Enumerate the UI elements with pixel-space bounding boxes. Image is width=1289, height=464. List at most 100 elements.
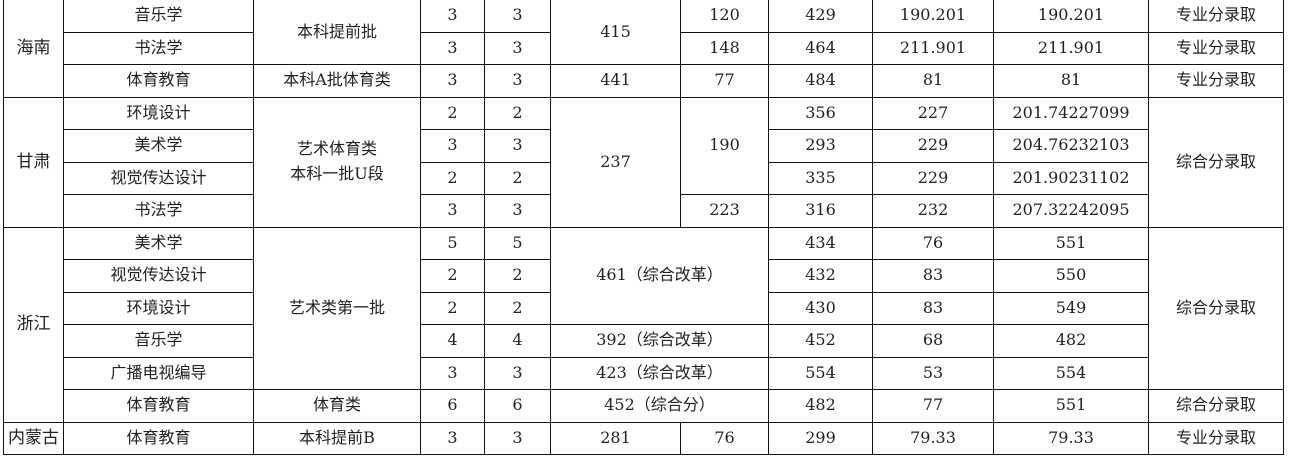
province-cell: 内蒙古	[3, 421, 64, 455]
table-row: 美术学 3 3 293 229 204.76232103	[4, 129, 1284, 163]
table-cell: 68	[872, 324, 994, 358]
table-cell: 体育教育	[63, 389, 254, 423]
table-cell: 5	[420, 226, 485, 260]
table-cell: 211.901	[993, 31, 1149, 65]
table-row: 书法学 3 3 223 316 232 207.32242095	[4, 194, 1284, 228]
table-cell: 281	[550, 421, 681, 455]
table-cell: 190.201	[872, 0, 994, 33]
table-cell: 120	[680, 0, 769, 33]
table-cell: 2	[420, 291, 485, 325]
table-row: 环境设计 2 2 430 83 549	[4, 291, 1284, 325]
table-row: 海南 音乐学 本科提前批 3 3 415 120 429 190.201 190.201 专业分录取	[3, 0, 1284, 98]
table-cell: 432	[768, 259, 873, 293]
table-cell: 554	[768, 356, 873, 390]
table-cell: 83	[872, 291, 994, 325]
table-cell: 3	[484, 194, 551, 228]
table-cell: 音乐学	[63, 324, 254, 358]
table-cell: 体育教育	[63, 64, 254, 98]
table-cell: 429	[768, 0, 873, 33]
table-cell: 4	[420, 324, 485, 358]
table-cell: 551	[993, 389, 1149, 423]
table-cell: 视觉传达设计	[63, 161, 254, 195]
table-cell: 229	[872, 129, 994, 163]
table-cell: 237	[550, 96, 681, 228]
table-cell: 484	[768, 64, 873, 98]
table-cell: 79.33	[872, 421, 994, 455]
table-cell: 232	[872, 194, 994, 228]
table-cell: 76	[680, 421, 769, 455]
table-cell: 本科提前B	[253, 421, 421, 455]
table-cell: 204.76232103	[993, 129, 1149, 163]
table-cell: 81	[872, 64, 994, 98]
table-cell: 专业分录取	[1148, 31, 1284, 65]
table-cell: 艺术体育类 本科一批U段	[253, 96, 421, 228]
table-cell: 434	[768, 226, 873, 260]
province-cell: 甘肃	[3, 96, 64, 228]
table-cell: 体育类	[253, 389, 421, 423]
table-row: 视觉传达设计 2 2 432 83 550	[4, 259, 1284, 293]
table-cell: 83	[872, 259, 994, 293]
table-cell: 549	[993, 291, 1149, 325]
table-cell: 3	[420, 194, 485, 228]
table-cell: 环境设计	[63, 291, 254, 325]
table-cell: 4	[484, 324, 551, 358]
table-cell: 体育教育	[63, 421, 254, 455]
table-row: 体育教育 本科A批体育类 3 3 441 77 484 81 81 专业分录取	[4, 64, 1284, 98]
table-cell: 229	[872, 161, 994, 195]
table-cell: 211.901	[872, 31, 994, 65]
table-cell: 430	[768, 291, 873, 325]
table-cell: 2	[484, 291, 551, 325]
table-cell: 专业分录取	[1148, 0, 1284, 33]
table-cell: 本科提前批	[253, 0, 421, 65]
table-cell: 2	[484, 161, 551, 195]
table-cell: 452	[768, 324, 873, 358]
table-cell: 464	[768, 31, 873, 65]
table-cell: 3	[484, 31, 551, 65]
table-cell: 299	[768, 421, 873, 455]
table-cell: 392（综合改革）	[550, 324, 769, 358]
table-cell: 3	[484, 64, 551, 98]
table-cell: 81	[993, 64, 1149, 98]
table-cell: 3	[484, 129, 551, 163]
table-cell: 艺术类第一批	[253, 226, 421, 390]
table-cell: 3	[420, 64, 485, 98]
table-cell: 2	[420, 161, 485, 195]
table-cell: 293	[768, 129, 873, 163]
table-cell: 482	[768, 389, 873, 423]
table-cell: 本科A批体育类	[253, 64, 421, 98]
table-cell: 79.33	[993, 421, 1149, 455]
table-cell: 专业分录取	[1148, 64, 1284, 98]
table-cell: 190	[680, 96, 769, 195]
table-row: 书法学 3 3 148 464 211.901 211.901 专业分录取	[4, 31, 1284, 65]
table-cell: 148	[680, 31, 769, 65]
admission-scores-table: 海南 音乐学 本科提前批 3 3 415 120 429 190.201 190.201 专业分录取…	[3, 0, 1284, 455]
table-cell: 53	[872, 356, 994, 390]
table-cell: 3	[420, 129, 485, 163]
table-cell: 综合分录取	[1148, 96, 1284, 228]
table-cell: 316	[768, 194, 873, 228]
table-cell: 书法学	[63, 31, 254, 65]
table-cell: 452（综合分）	[550, 389, 769, 423]
table-cell: 207.32242095	[993, 194, 1149, 228]
province-cell: 海南	[3, 0, 64, 98]
table-row: 广播电视编导 3 3 423（综合改革） 554 53 554	[4, 356, 1284, 390]
table-cell: 视觉传达设计	[63, 259, 254, 293]
table-cell: 2	[484, 259, 551, 293]
table-cell: 190.201	[993, 0, 1149, 33]
table-cell: 550	[993, 259, 1149, 293]
table-cell: 551	[993, 226, 1149, 260]
table-cell: 77	[872, 389, 994, 423]
table-cell: 美术学	[63, 226, 254, 260]
table-cell: 3	[420, 421, 485, 455]
table-cell: 3	[420, 0, 485, 33]
table-cell: 3	[484, 0, 551, 33]
table-row: 体育教育 体育类 6 6 452（综合分） 482 77 551 综合分录取	[4, 389, 1284, 423]
table-row: 内蒙古 体育教育 本科提前B 3 3 281 76 299 79.33 79.33 专业分录取	[3, 421, 1284, 455]
table-cell: 77	[680, 64, 769, 98]
table-cell: 335	[768, 161, 873, 195]
table-cell: 3	[420, 356, 485, 390]
table-row: 甘肃 环境设计 艺术体育类 本科一批U段 2 2 237 190 356 227 201.7422…	[3, 96, 1284, 228]
table-cell: 综合分录取	[1148, 389, 1284, 423]
table-cell: 461（综合改革）	[550, 226, 769, 325]
table-cell: 201.74227099	[993, 96, 1149, 130]
